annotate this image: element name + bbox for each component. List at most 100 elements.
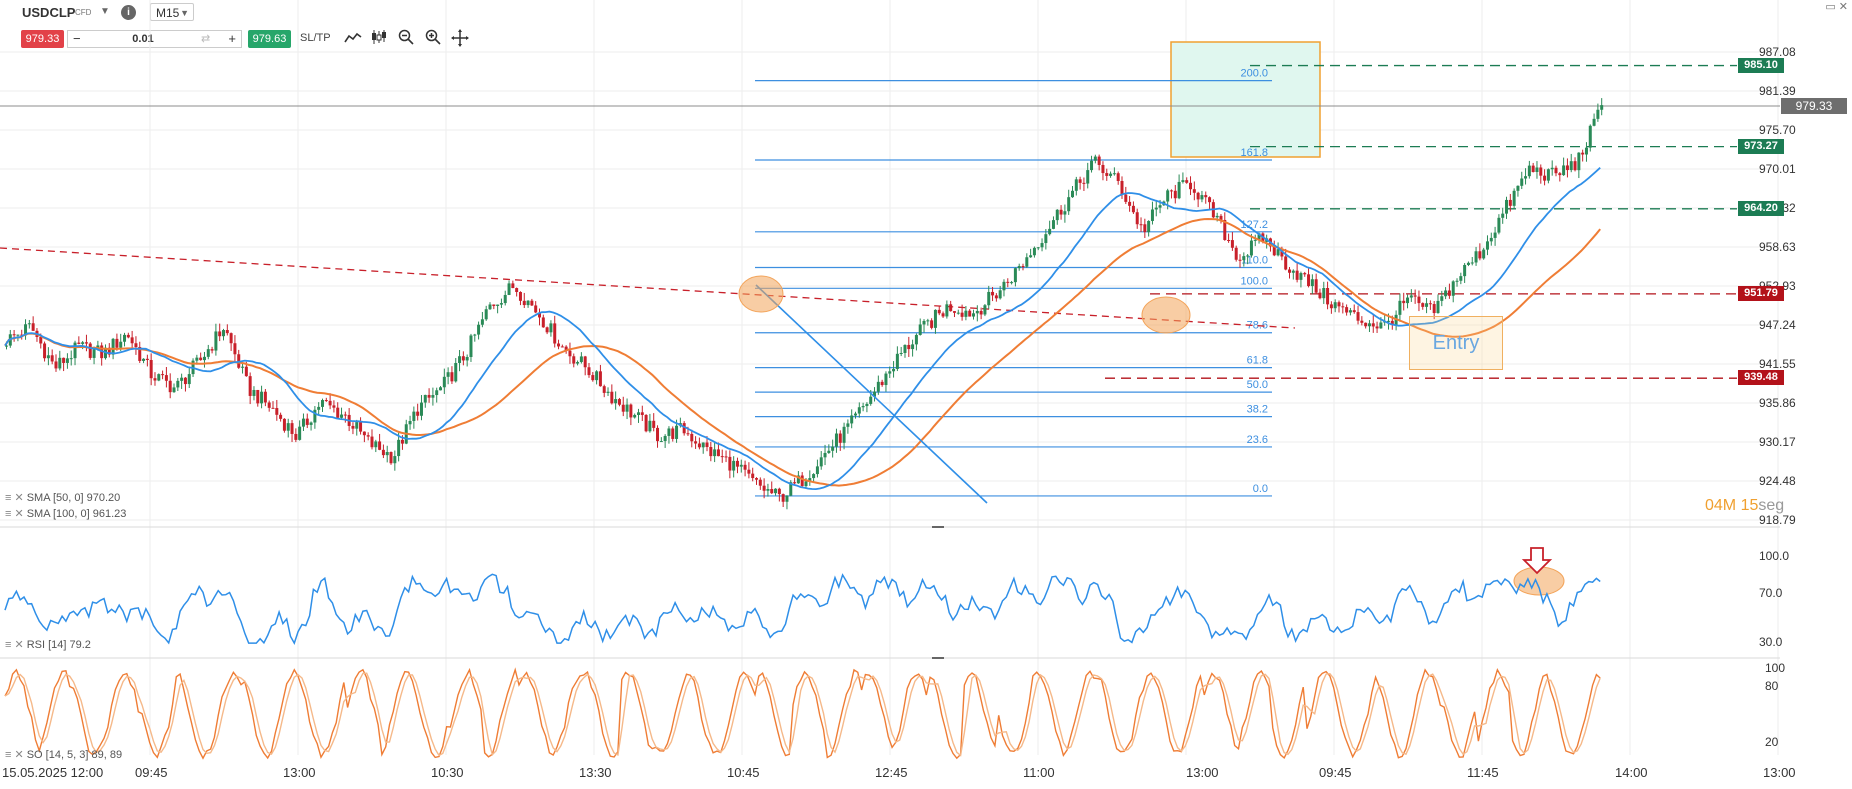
candle-body bbox=[1116, 173, 1120, 181]
candle-body bbox=[629, 404, 633, 418]
symbol-dropdown-icon[interactable]: ▼ bbox=[100, 6, 110, 17]
candle-body bbox=[218, 331, 222, 337]
candle-body bbox=[1569, 161, 1573, 171]
candle-body bbox=[686, 433, 690, 435]
crosshair-icon[interactable] bbox=[450, 29, 470, 49]
so-legend-text: SO [14, 5, 3] 89, 89 bbox=[26, 749, 123, 761]
candle-body bbox=[1192, 189, 1196, 193]
candle-body bbox=[77, 342, 81, 344]
candle-body bbox=[1147, 220, 1151, 233]
symbol-name[interactable]: USDCLP bbox=[22, 5, 76, 20]
time-axis-label: 11:45 bbox=[1467, 765, 1499, 780]
candle-body bbox=[20, 334, 24, 336]
candle-body bbox=[1558, 173, 1562, 176]
candle-body bbox=[591, 375, 595, 381]
settings-icon[interactable]: ≡ ✕ bbox=[5, 639, 24, 651]
candle-body bbox=[716, 449, 720, 457]
candle-body bbox=[461, 356, 465, 361]
candle-body bbox=[804, 481, 808, 487]
candle-body bbox=[1512, 190, 1516, 206]
candle-body bbox=[286, 423, 290, 431]
level-tag[interactable]: 973.27 bbox=[1738, 138, 1784, 154]
sma50-legend[interactable]: ≡ ✕ SMA [50, 0] 970.20 bbox=[5, 491, 120, 504]
settings-icon[interactable]: ≡ ✕ bbox=[5, 749, 24, 761]
candle-body bbox=[743, 464, 747, 470]
candle-body bbox=[907, 344, 911, 350]
sync-icon[interactable]: ⇄ bbox=[201, 33, 211, 45]
candle-body bbox=[994, 295, 998, 299]
candle-body bbox=[62, 357, 66, 363]
candle-body bbox=[142, 358, 146, 361]
candle-body bbox=[366, 435, 370, 437]
zoom-out-icon[interactable] bbox=[396, 29, 416, 49]
level-lines bbox=[1105, 64, 1737, 379]
candle-body bbox=[233, 343, 237, 355]
rsi-line bbox=[4, 573, 1601, 645]
timeframe-value: M15 bbox=[156, 6, 180, 20]
candle-body bbox=[431, 395, 435, 398]
settings-icon[interactable]: ≡ ✕ bbox=[5, 508, 24, 520]
fib-label: 127.2 bbox=[1240, 219, 1268, 231]
candle-body bbox=[1348, 310, 1352, 313]
candle-body bbox=[659, 441, 663, 443]
candle-body bbox=[888, 371, 892, 374]
price-axis-label: 924.48 bbox=[1759, 474, 1796, 488]
buy-button[interactable]: 979.63 bbox=[248, 30, 291, 48]
candle-body bbox=[1463, 264, 1467, 277]
candle-body bbox=[1185, 180, 1189, 183]
candle-body bbox=[914, 334, 918, 345]
candle-body bbox=[1371, 323, 1375, 327]
candle-body bbox=[869, 396, 873, 404]
candle-body bbox=[1097, 156, 1101, 165]
price-axis-label: 947.24 bbox=[1759, 318, 1796, 333]
candle-body bbox=[1584, 147, 1588, 155]
candles-icon[interactable] bbox=[369, 29, 389, 49]
candle-body bbox=[1082, 182, 1086, 184]
candle-body bbox=[1367, 323, 1371, 327]
candle-body bbox=[1352, 310, 1356, 313]
candle-body bbox=[1139, 224, 1143, 226]
candle-body bbox=[1276, 249, 1280, 256]
sma100-legend[interactable]: ≡ ✕ SMA [100, 0] 961.23 bbox=[5, 507, 126, 520]
candle-body bbox=[1489, 237, 1493, 242]
candle-body bbox=[73, 342, 77, 359]
window-controls[interactable]: ▭ ✕ bbox=[1825, 1, 1848, 13]
decrease-button[interactable]: − bbox=[73, 31, 81, 46]
level-tag[interactable]: 951.79 bbox=[1738, 285, 1784, 301]
candle-body bbox=[617, 399, 621, 405]
candle-body bbox=[454, 362, 458, 382]
candle-body bbox=[675, 425, 679, 439]
rsi-legend[interactable]: ≡ ✕ RSI [14] 79.2 bbox=[5, 638, 91, 651]
candle-body bbox=[884, 373, 888, 386]
quantity-stepper[interactable]: − 0.01 ⇄ + bbox=[67, 30, 242, 48]
candle-body bbox=[1341, 306, 1345, 308]
level-tag[interactable]: 985.10 bbox=[1738, 57, 1784, 73]
candle-body bbox=[880, 381, 884, 386]
sltp-button[interactable]: SL/TP bbox=[300, 32, 331, 44]
so-legend[interactable]: ≡ ✕ SO [14, 5, 3] 89, 89 bbox=[5, 748, 122, 761]
candle-body bbox=[1379, 322, 1383, 329]
line-chart-icon[interactable] bbox=[343, 29, 363, 49]
info-icon[interactable]: i bbox=[121, 5, 136, 20]
candle-body bbox=[1455, 280, 1459, 282]
candle-body bbox=[644, 414, 648, 432]
increase-button[interactable]: + bbox=[228, 31, 236, 46]
sell-button[interactable]: 979.33 bbox=[21, 30, 64, 48]
quantity-input[interactable]: 0.01 bbox=[132, 33, 154, 45]
candle-body bbox=[987, 291, 991, 306]
candle-body bbox=[305, 418, 309, 425]
level-tag[interactable]: 939.48 bbox=[1738, 370, 1784, 386]
candle-body bbox=[751, 473, 755, 479]
candle-body bbox=[46, 355, 50, 359]
candle-body bbox=[1150, 209, 1154, 221]
fib-label: 161.8 bbox=[1240, 147, 1268, 159]
level-tag[interactable]: 964.20 bbox=[1738, 200, 1784, 216]
candle-body bbox=[1505, 199, 1509, 214]
candle-body bbox=[282, 418, 286, 431]
settings-icon[interactable]: ≡ ✕ bbox=[5, 492, 24, 504]
zoom-in-icon[interactable] bbox=[423, 29, 443, 49]
candle-body bbox=[614, 399, 618, 404]
candle-body bbox=[499, 303, 503, 305]
timeframe-select[interactable]: M15 ▼ bbox=[150, 3, 194, 21]
